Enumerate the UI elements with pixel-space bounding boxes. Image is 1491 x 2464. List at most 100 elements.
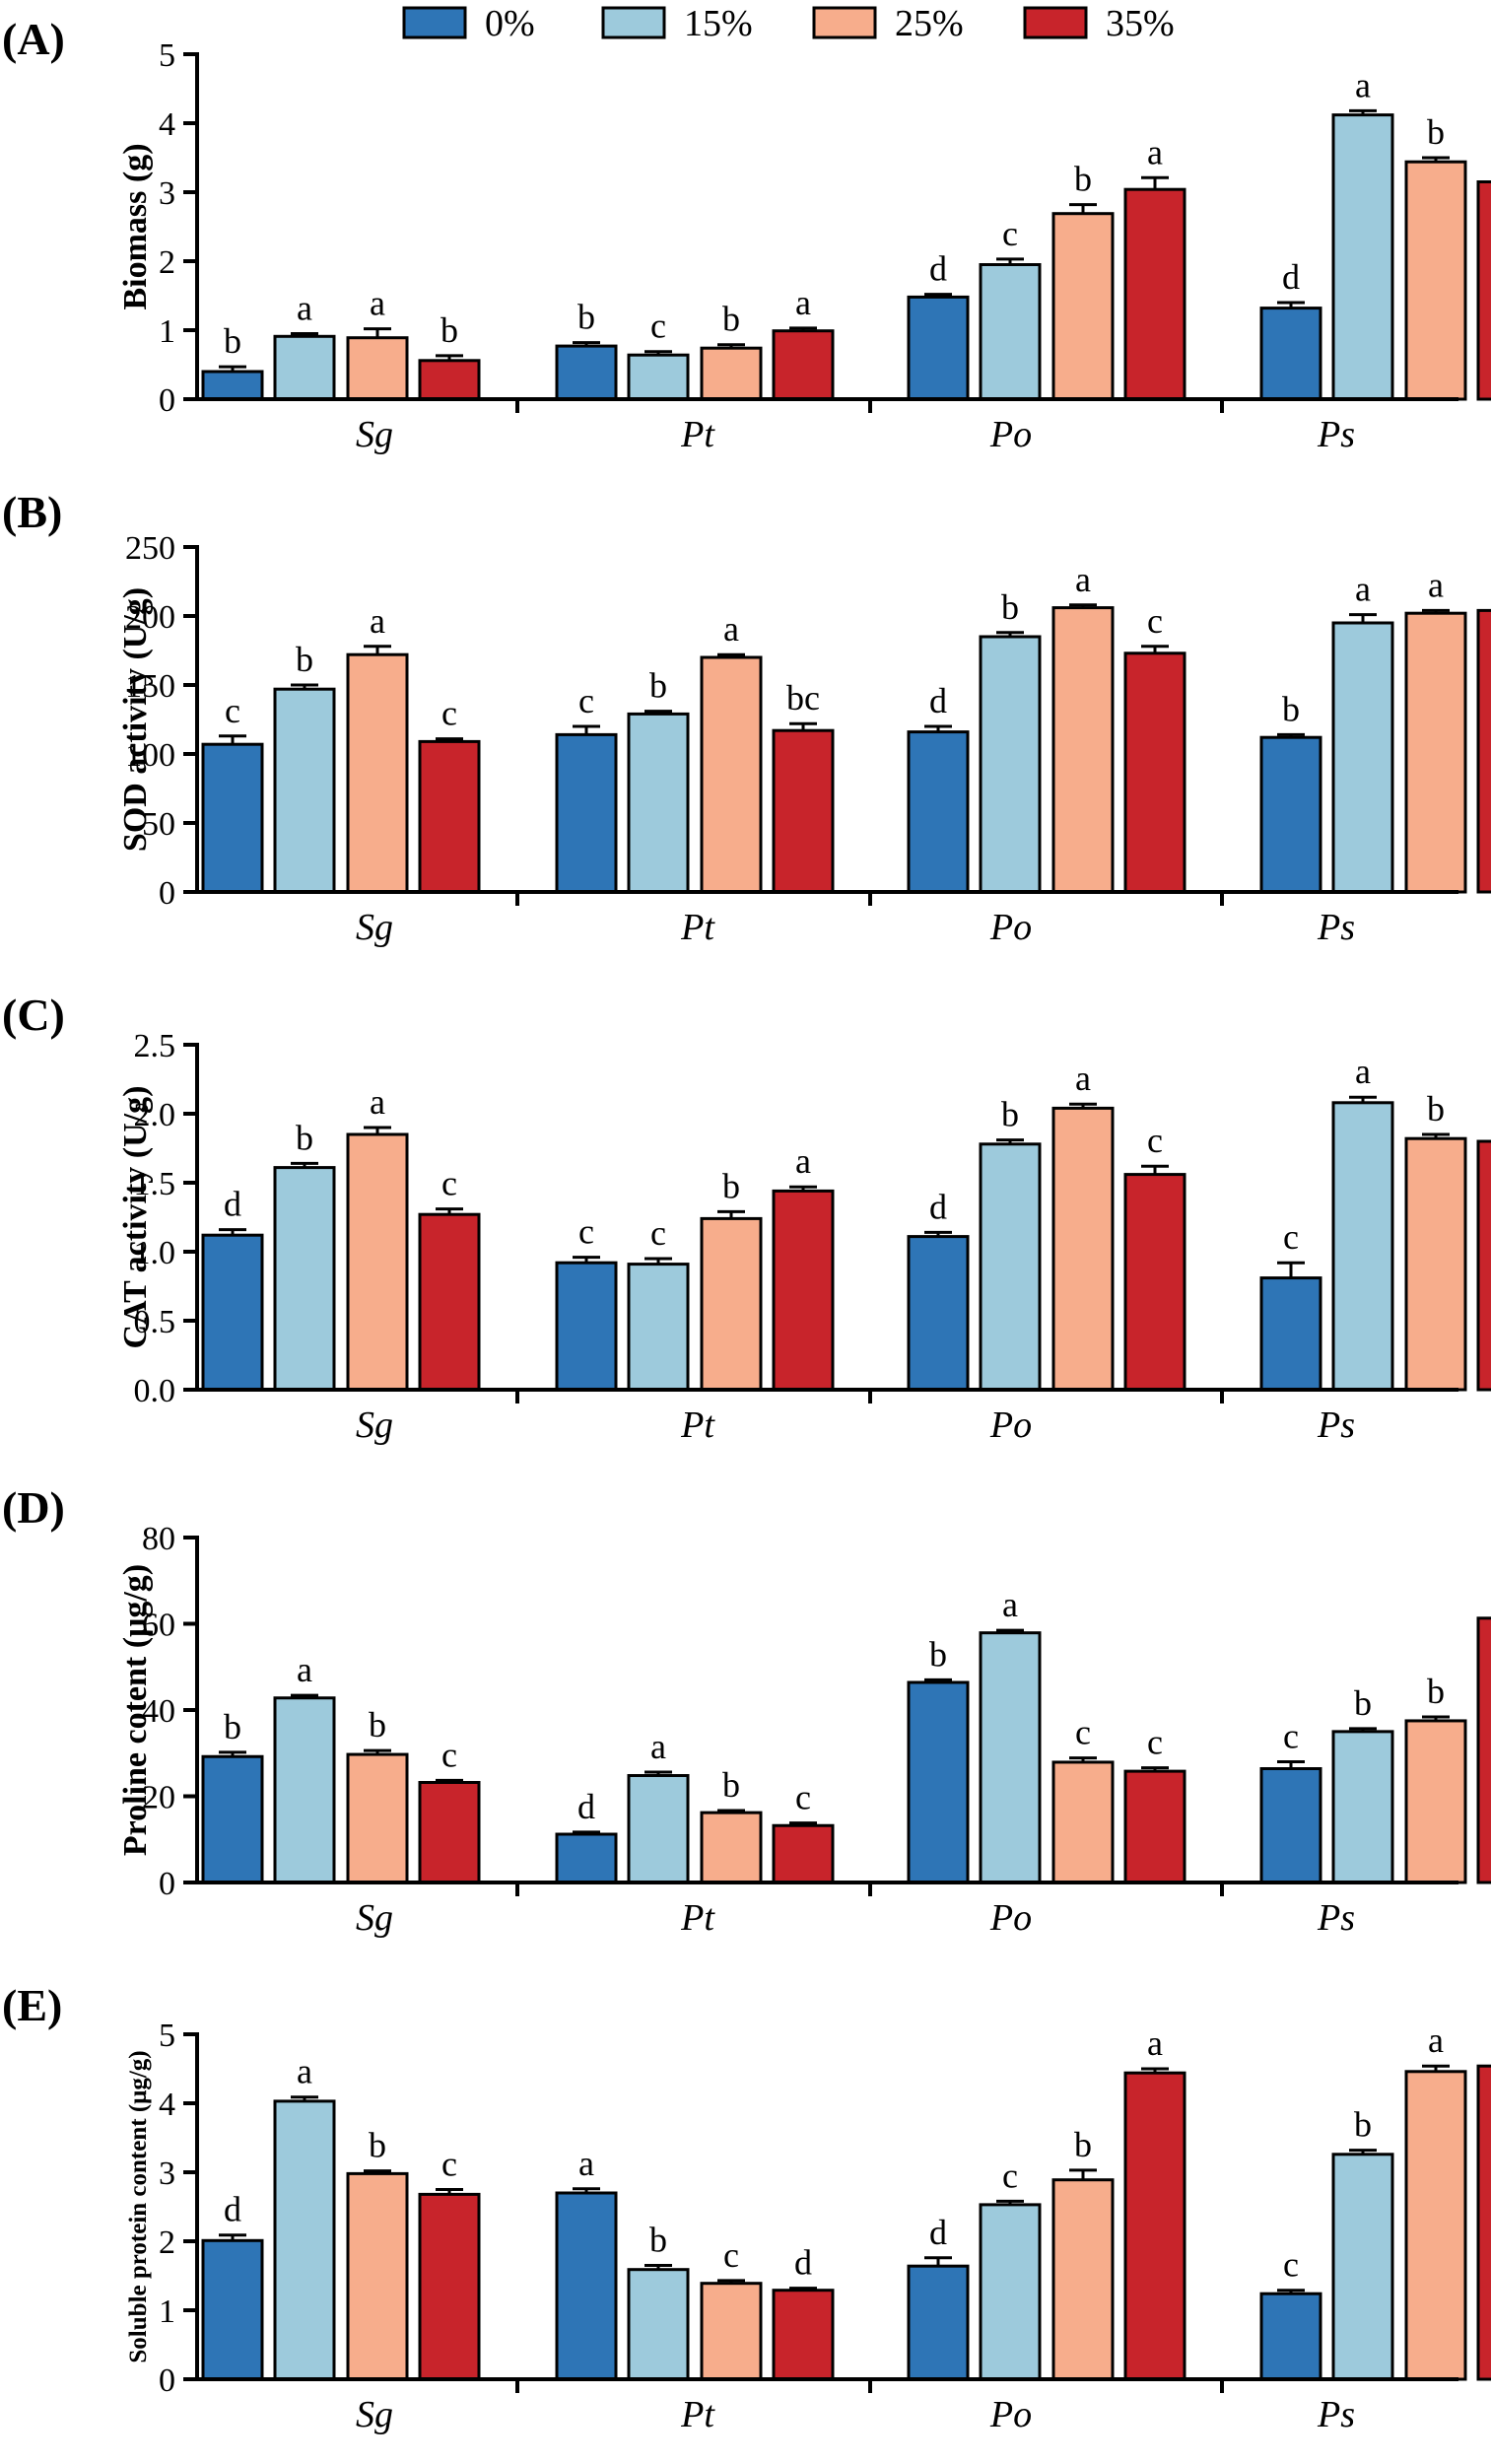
significance-letter: b (1001, 587, 1019, 627)
significance-letter: b (577, 298, 595, 337)
significance-letter: a (723, 609, 739, 649)
significance-letter: a (297, 1650, 312, 1689)
bar-pt-3 (772, 2289, 835, 2381)
bar-po-0 (907, 1680, 970, 1884)
significance-letter: c (1147, 1723, 1163, 1762)
legend-label-0: 0% (485, 3, 535, 44)
bar-pt-2 (700, 2282, 763, 2381)
legend: 0% 15% 25% 35% (402, 3, 1175, 44)
panel-letter: (E) (2, 1980, 62, 2030)
bar-sg-0 (201, 1754, 264, 1884)
y-tick-label: 200 (125, 599, 175, 636)
bar-po-1 (979, 2203, 1042, 2381)
bar-ps-0 (1259, 307, 1322, 401)
bar-po-2 (1051, 2178, 1115, 2381)
significance-letter: b (1354, 1683, 1372, 1723)
bar-sg-3 (418, 739, 481, 894)
significance-letter: b (1427, 1089, 1445, 1129)
bar-sg-0 (201, 2238, 264, 2381)
bar-sg-1 (273, 687, 336, 894)
significance-letter: a (1428, 565, 1444, 604)
x-category-label-ps: Ps (1317, 2394, 1355, 2435)
significance-letter: b (649, 666, 667, 706)
bar-sg-3 (418, 1212, 481, 1392)
significance-letter: b (1074, 2125, 1092, 2164)
x-category-label-sg: Sg (356, 1404, 393, 1446)
bar-pt-1 (627, 1263, 690, 1392)
significance-letter: c (225, 691, 240, 730)
significance-letter: d (929, 1187, 947, 1226)
y-axis-label: Soluble protein content (μg/g) (125, 2050, 152, 2362)
significance-letter: a (370, 601, 385, 641)
bar-sg-2 (346, 652, 409, 894)
y-tick-label: 4 (159, 2087, 175, 2123)
bar-po-1 (979, 635, 1042, 894)
bar-pt-2 (700, 1811, 763, 1884)
bar-ps-3 (1476, 1616, 1491, 1884)
x-category-label-pt: Pt (680, 907, 715, 948)
x-category-label-pt: Pt (680, 1404, 715, 1446)
significance-letter: a (1428, 2020, 1444, 2060)
y-tick-label: 100 (125, 737, 175, 774)
panel-letter: (D) (2, 1482, 65, 1533)
bar-sg-2 (346, 1132, 409, 1392)
bar-pt-1 (627, 2268, 690, 2381)
significance-letter: a (1075, 560, 1091, 599)
y-tick-label: 4 (159, 106, 175, 143)
y-tick-label: 1.5 (134, 1166, 176, 1202)
bar-ps-0 (1259, 1767, 1322, 1884)
bar-po-2 (1051, 212, 1115, 401)
significance-letter: d (929, 249, 947, 289)
y-tick-label: 2.0 (134, 1097, 176, 1133)
significance-letter: b (649, 2221, 667, 2260)
bar-pt-2 (700, 655, 763, 894)
bar-pt-0 (555, 1261, 618, 1392)
significance-letter: a (1355, 1052, 1371, 1091)
significance-letter: a (1355, 570, 1371, 609)
significance-letter: c (723, 2235, 739, 2275)
x-category-label-po: Po (989, 2394, 1032, 2435)
y-tick-label: 150 (125, 668, 175, 705)
significance-letter: a (297, 289, 312, 328)
significance-letter: a (370, 1082, 385, 1122)
bar-po-1 (979, 263, 1042, 401)
significance-letter: a (795, 283, 811, 322)
bar-pt-0 (555, 732, 618, 894)
bar-ps-3 (1476, 1139, 1491, 1392)
significance-letter: d (794, 2243, 812, 2283)
bar-pt-3 (772, 1189, 835, 1392)
bar-po-0 (907, 295, 970, 401)
bar-ps-3 (1476, 2064, 1491, 2381)
y-tick-label: 0 (159, 2362, 175, 2399)
significance-letter: a (1147, 2023, 1163, 2063)
significance-letter: c (1283, 1217, 1299, 1257)
significance-letter: a (370, 284, 385, 323)
x-category-label-sg: Sg (356, 414, 393, 455)
significance-letter: c (441, 694, 457, 733)
significance-letter: b (1427, 112, 1445, 152)
panel-2: (C)CAT activity (U/g)dcdcbcbaababcacb0.0… (2, 990, 1491, 1446)
bar-pt-1 (627, 1774, 690, 1884)
significance-letter: a (578, 2144, 594, 2183)
x-category-label-sg: Sg (356, 2394, 393, 2435)
significance-letter: c (578, 1212, 594, 1252)
bar-po-3 (1123, 651, 1186, 894)
bar-sg-3 (418, 359, 481, 401)
x-category-label-po: Po (989, 1404, 1032, 1446)
bar-ps-2 (1404, 2070, 1467, 2381)
x-category-label-po: Po (989, 1897, 1032, 1939)
significance-letter: c (1147, 1121, 1163, 1160)
x-category-label-ps: Ps (1317, 1404, 1355, 1446)
y-axis-label: CAT activity (U/g) (117, 1086, 154, 1349)
significance-letter: b (1427, 1672, 1445, 1711)
significance-letter: c (441, 2145, 457, 2184)
significance-letter: b (224, 1707, 241, 1746)
bar-ps-2 (1404, 611, 1467, 894)
significance-letter: b (224, 321, 241, 361)
significance-letter: d (929, 681, 947, 720)
significance-letter: b (722, 300, 740, 339)
y-tick-label: 0 (159, 1866, 175, 1902)
legend-label-1: 15% (684, 3, 753, 44)
bar-po-0 (907, 1235, 970, 1392)
